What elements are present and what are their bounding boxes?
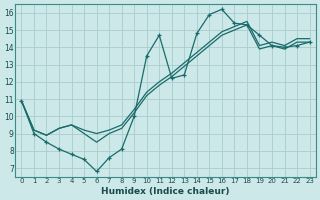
X-axis label: Humidex (Indice chaleur): Humidex (Indice chaleur) [101, 187, 230, 196]
